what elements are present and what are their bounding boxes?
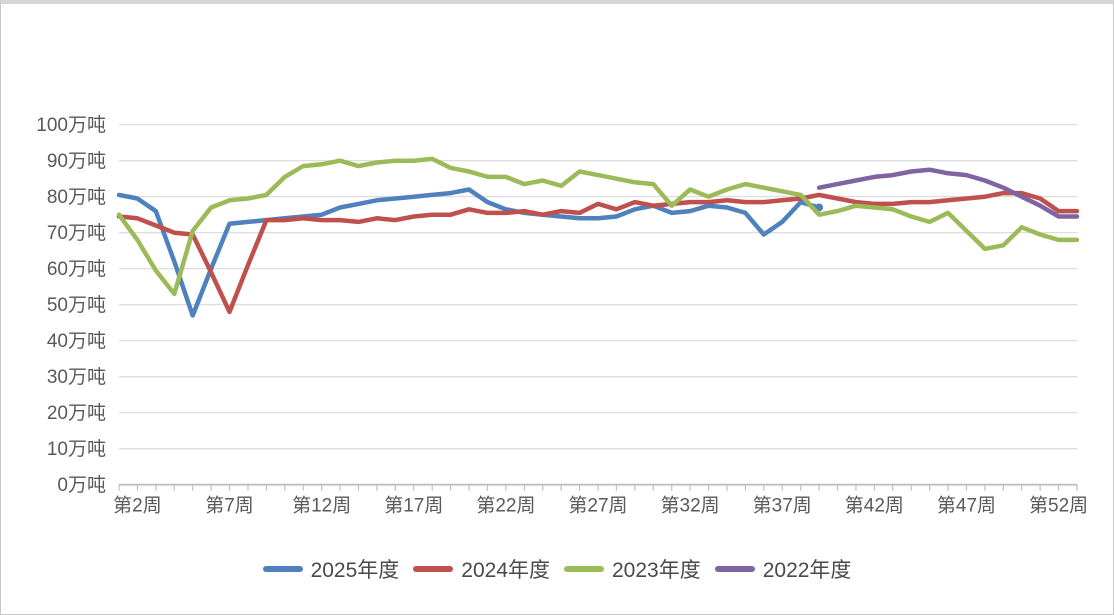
legend-label: 2022年度 — [762, 559, 852, 582]
line-chart-plot: 0万吨 10万吨 20万吨 30万吨 40万吨 50万吨 60万吨 70万吨 80万吨 90万吨 1… — [36, 114, 1088, 517]
legend-swatch — [413, 566, 454, 572]
x-axis-label: 第2周 — [113, 495, 162, 517]
x-axis-label: 第32周 — [661, 495, 720, 517]
series-line-2025 — [116, 187, 822, 318]
x-axis-label: 第52周 — [1029, 495, 1088, 517]
x-axis-label: 第37周 — [753, 495, 812, 517]
y-axis-label: 50万吨 — [47, 294, 106, 316]
series-line-2022 — [816, 167, 1080, 219]
legend-item-2023: 2023年度 — [564, 554, 701, 584]
legend-swatch — [262, 566, 303, 572]
y-axis-label: 60万吨 — [47, 258, 106, 280]
legend-swatch — [564, 566, 604, 572]
x-axis-label: 第7周 — [205, 495, 254, 517]
legend-label: 2025年度 — [310, 559, 400, 582]
y-axis-label: 40万吨 — [47, 330, 106, 352]
x-axis-label: 第27周 — [568, 495, 627, 517]
x-axis-label: 第22周 — [476, 495, 535, 517]
y-axis-label: 90万吨 — [47, 150, 106, 172]
chart-legend: 2025年度 2024年度 2023年度 2022年度 — [1, 554, 1113, 584]
x-axis-label: 第12周 — [292, 495, 351, 517]
legend-item-2025: 2025年度 — [262, 554, 400, 584]
legend-item-2024: 2024年度 — [413, 554, 550, 584]
legend-label: 2024年度 — [461, 559, 550, 582]
x-axis-label: 第47周 — [937, 495, 996, 517]
y-axis-label: 0万吨 — [57, 474, 106, 496]
x-axis-label: 第17周 — [384, 495, 443, 517]
series-line-2023 — [116, 156, 1080, 297]
series-line-2024 — [116, 190, 1080, 315]
y-axis-label: 80万吨 — [47, 186, 106, 208]
y-axis-label: 20万吨 — [47, 402, 106, 424]
x-axis-label: 第42周 — [845, 495, 904, 517]
legend-item-2022: 2022年度 — [714, 554, 852, 584]
y-axis-label: 100万吨 — [36, 114, 106, 136]
y-axis-label: 10万吨 — [47, 438, 106, 460]
y-axis-label: 70万吨 — [47, 222, 106, 244]
legend-label: 2023年度 — [612, 559, 701, 582]
y-axis-label: 30万吨 — [47, 366, 106, 388]
legend-swatch — [714, 566, 755, 572]
